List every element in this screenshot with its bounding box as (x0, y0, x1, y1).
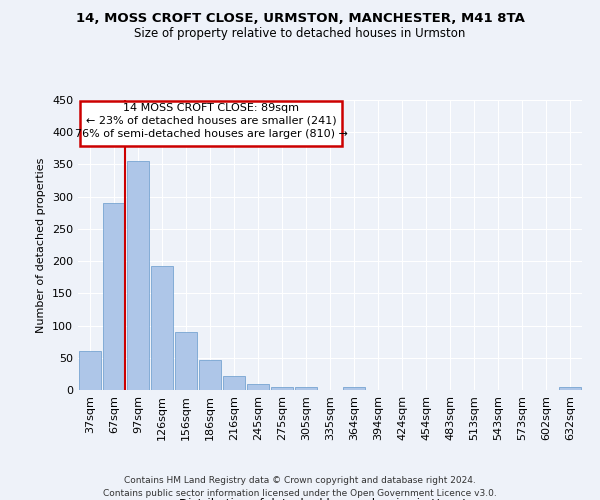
Bar (79, 352, 101, 390)
Bar (247, 384, 269, 390)
Y-axis label: Number of detached properties: Number of detached properties (37, 158, 46, 332)
Text: Contains HM Land Registry data © Crown copyright and database right 2024.
Contai: Contains HM Land Registry data © Crown c… (103, 476, 497, 498)
Bar (271, 387, 293, 390)
Bar (127, 161, 149, 390)
Bar (103, 203, 125, 390)
Bar (295, 388, 317, 390)
X-axis label: Distribution of detached houses by size in Urmston: Distribution of detached houses by size … (179, 498, 481, 500)
Bar (223, 376, 245, 390)
Bar (175, 332, 197, 390)
Text: 14, MOSS CROFT CLOSE, URMSTON, MANCHESTER, M41 8TA: 14, MOSS CROFT CLOSE, URMSTON, MANCHESTE… (76, 12, 524, 26)
Bar (80, 102, 342, 146)
Bar (343, 388, 365, 390)
Text: 14 MOSS CROFT CLOSE: 89sqm
← 23% of detached houses are smaller (241)
76% of sem: 14 MOSS CROFT CLOSE: 89sqm ← 23% of deta… (75, 102, 347, 139)
Bar (199, 360, 221, 390)
Bar (559, 388, 581, 390)
Bar (151, 266, 173, 390)
Text: Size of property relative to detached houses in Urmston: Size of property relative to detached ho… (134, 28, 466, 40)
